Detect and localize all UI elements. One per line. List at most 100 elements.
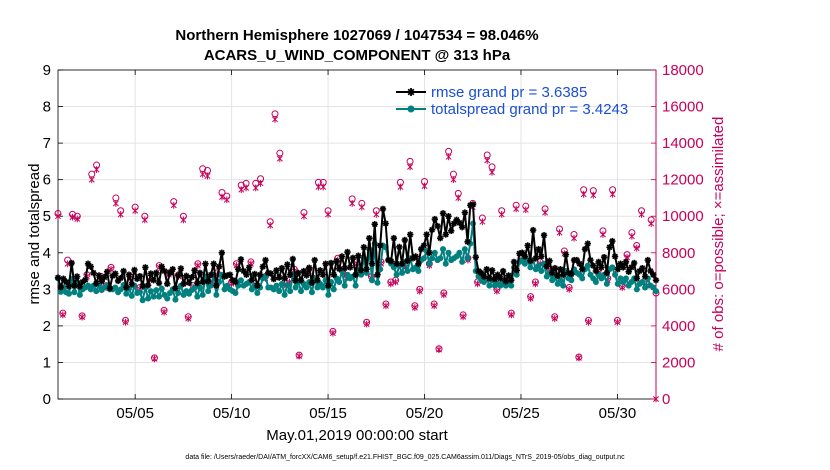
x-tick-label: 05/15 xyxy=(309,405,347,422)
obs-assimilated-marker xyxy=(117,210,124,218)
totalspread-point xyxy=(172,296,179,303)
rmse-point xyxy=(606,244,613,251)
y-tick-label-left: 8 xyxy=(43,99,51,116)
obs-assimilated-marker xyxy=(79,313,86,321)
y-tick-label-right: 18000 xyxy=(662,62,704,79)
rmse-point xyxy=(185,279,193,286)
totalspread-point xyxy=(71,289,78,296)
rmse-point xyxy=(650,271,657,278)
rmse-point xyxy=(256,271,264,278)
totalspread-point xyxy=(281,291,288,298)
totalspread-point xyxy=(538,268,545,275)
obs-assimilated-marker xyxy=(445,153,452,161)
obs-assimilated-marker xyxy=(387,280,394,288)
rmse-point xyxy=(387,257,395,265)
y-tick-label-left: 1 xyxy=(43,354,51,371)
rmse-point xyxy=(281,275,288,282)
rmse-point xyxy=(273,267,280,274)
totalspread-point xyxy=(147,288,154,295)
totalspread-point xyxy=(205,288,212,295)
rmse-point xyxy=(297,276,305,284)
rmse-point xyxy=(538,253,545,260)
y-tick-label-right: 4000 xyxy=(662,318,695,335)
obs-assimilated-marker xyxy=(628,232,635,240)
rmse-point xyxy=(226,271,234,278)
rmse-point xyxy=(486,275,493,282)
rmse-point xyxy=(188,274,195,281)
totalspread-point xyxy=(560,282,567,289)
y-tick-label-right: 10000 xyxy=(662,208,704,225)
totalspread-point xyxy=(139,297,146,304)
rmse-point xyxy=(366,234,373,242)
totalspread-point xyxy=(117,286,124,293)
obs-assimilated-marker xyxy=(170,201,177,209)
obs-assimilated-marker xyxy=(455,194,462,202)
totalspread-point xyxy=(194,293,201,300)
rmse-point xyxy=(532,255,540,262)
rmse-point xyxy=(557,266,564,273)
obs-assimilated-marker xyxy=(180,216,187,224)
totalspread-point xyxy=(609,264,616,271)
rmse-point xyxy=(382,220,389,227)
y-axis-label-right: # of obs: o=possible; ×=assimilated xyxy=(710,117,727,352)
totalspread-point xyxy=(404,268,411,275)
obs-assimilated-marker xyxy=(315,183,322,191)
rmse-point xyxy=(191,267,198,274)
rmse-point xyxy=(374,271,381,278)
rmse-point xyxy=(139,282,146,290)
totalspread-point xyxy=(633,286,640,293)
rmse-point xyxy=(245,264,253,271)
rmse-point xyxy=(551,264,559,272)
rmse-point xyxy=(202,260,209,267)
rmse-point xyxy=(267,270,275,277)
totalspread-point xyxy=(639,279,646,286)
right-y-axis: 0 2000 4000 6000 8000 10000 12000 14000 16000 180… xyxy=(651,62,704,408)
rmse-point xyxy=(483,266,490,273)
y-tick-label-left: 7 xyxy=(43,135,51,152)
rmse-point xyxy=(117,274,125,282)
totalspread-point xyxy=(614,280,621,287)
rmse-point xyxy=(54,274,62,281)
rmse-point xyxy=(183,272,190,280)
rmse-point xyxy=(461,209,469,216)
totalspread-point xyxy=(150,293,157,300)
rmse-point xyxy=(131,266,138,274)
totalspread-line xyxy=(57,222,657,302)
rmse-point xyxy=(398,260,406,267)
rmse-point xyxy=(639,264,646,272)
rmse-point xyxy=(270,275,277,283)
rmse-point xyxy=(491,275,499,283)
rmse-point xyxy=(254,282,261,289)
rmse-point xyxy=(243,271,250,278)
y-tick-label-right: 8000 xyxy=(662,245,695,262)
totalspread-point xyxy=(399,269,406,276)
totalspread-point xyxy=(319,284,326,291)
obs-assimilated-marker xyxy=(199,170,206,178)
y-tick-label-left: 5 xyxy=(43,208,51,225)
rmse-point xyxy=(194,279,201,287)
rmse-point xyxy=(540,232,548,239)
obs-assimilated-marker xyxy=(194,262,201,269)
obs-assimilated-marker xyxy=(272,115,278,123)
obs-assimilated-marker xyxy=(575,354,582,362)
rmse-point xyxy=(488,267,496,274)
obs-assimilated-marker xyxy=(320,183,327,191)
rmse-point xyxy=(221,273,228,280)
rmse-point xyxy=(521,253,529,260)
obs-assimilated-marker xyxy=(141,216,148,224)
rmse-point xyxy=(543,263,550,270)
obs-assimilated-marker xyxy=(407,163,414,171)
totalspread-point xyxy=(642,284,649,291)
y-tick-label-right: 12000 xyxy=(662,172,704,189)
rmse-point xyxy=(76,283,84,290)
obs-assimilated-marker xyxy=(580,190,587,198)
rmse-point xyxy=(120,267,127,275)
chart-title: Northern Hemisphere 1027069 / 1047534 = … xyxy=(175,27,538,44)
rmse-point xyxy=(448,227,455,235)
rmse-point xyxy=(535,245,542,253)
rmse-point xyxy=(401,236,408,244)
rmse-point xyxy=(106,285,114,292)
rmse-point xyxy=(420,242,428,249)
obs-assimilated-marker xyxy=(614,318,621,326)
totalspread-point xyxy=(237,277,244,284)
